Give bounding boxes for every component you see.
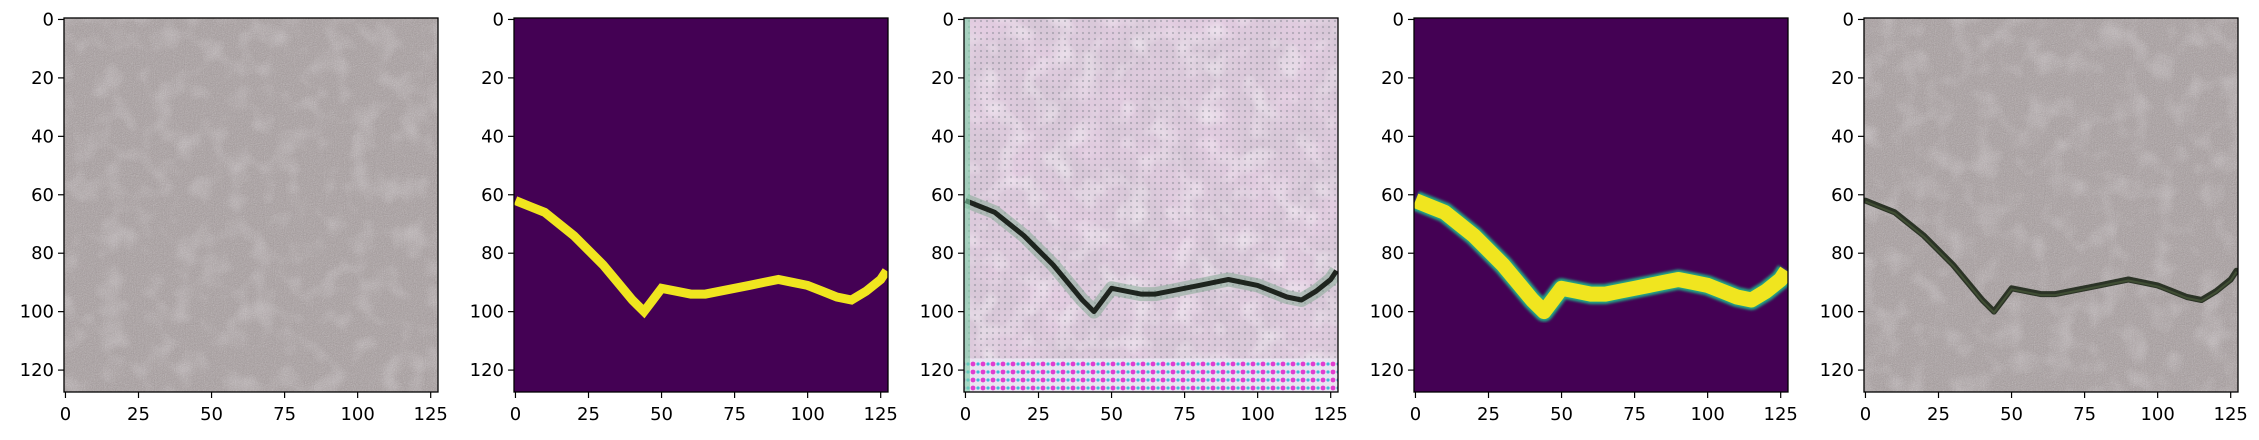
ground-truth-mask-pixels — [514, 18, 888, 392]
crack-mask — [514, 196, 888, 319]
reconstructed-crack-image: 0 25 50 75 100 125 0 20 40 60 80 100 120 — [1820, 9, 2248, 425]
y-tick-label: 0 — [43, 9, 54, 30]
artifact-strip — [964, 358, 1338, 392]
y-tick-label: 100 — [1370, 302, 1404, 323]
y-tick-label: 80 — [931, 243, 954, 264]
crack-mask — [1414, 193, 1788, 320]
x-tick-label: 25 — [1027, 404, 1050, 425]
axes-frame — [963, 17, 1339, 393]
x-tick-label: 25 — [1927, 404, 1950, 425]
predicted-mask-pixels — [1414, 18, 1788, 392]
y-tick-label: 80 — [1831, 243, 1854, 264]
x-tick-label: 0 — [510, 404, 521, 425]
crack-line — [964, 198, 1338, 315]
y-tick-label: 100 — [1820, 302, 1854, 323]
x-tick-label: 50 — [1100, 404, 1123, 425]
predicted-mask: 0 25 50 75 100 125 0 20 40 60 80 100 120 — [1370, 9, 1798, 425]
x-tick-label: 0 — [1860, 404, 1871, 425]
input-concrete-image: 0 25 50 75 100 125 0 20 40 60 80 100 120 — [20, 9, 448, 425]
ground-truth-mask: 0 25 50 75 100 125 0 20 40 60 80 100 120 — [470, 9, 898, 425]
x-tick-label: 125 — [1314, 404, 1348, 425]
y-tick-label: 0 — [943, 9, 954, 30]
y-tick-label: 60 — [1381, 185, 1404, 206]
x-tick-label: 0 — [60, 404, 71, 425]
y-tick-label: 60 — [931, 185, 954, 206]
y-tick-label: 60 — [1831, 185, 1854, 206]
x-tick-label: 25 — [127, 404, 150, 425]
y-tick-label: 40 — [931, 126, 954, 147]
x-tick-label: 25 — [1477, 404, 1500, 425]
y-tick-label: 40 — [481, 126, 504, 147]
x-tick-label: 125 — [1764, 404, 1798, 425]
x-tick-label: 125 — [864, 404, 898, 425]
y-tick-label: 20 — [931, 68, 954, 89]
y-tick-label: 40 — [1381, 126, 1404, 147]
x-tick-label: 75 — [723, 404, 746, 425]
x-tick-label: 100 — [1690, 404, 1724, 425]
y-tick-label: 60 — [31, 185, 54, 206]
y-tick-label: 120 — [1820, 360, 1854, 381]
x-tick-label: 125 — [414, 404, 448, 425]
y-tick-label: 0 — [1843, 9, 1854, 30]
y-tick-label: 120 — [920, 360, 954, 381]
x-tick-label: 100 — [2140, 404, 2174, 425]
x-tick-label: 0 — [960, 404, 971, 425]
generated-crack-image: 0 25 50 75 100 125 0 20 40 60 80 100 120 — [920, 9, 1348, 425]
y-tick-label: 60 — [481, 185, 504, 206]
y-tick-label: 20 — [31, 68, 54, 89]
x-tick-label: 75 — [273, 404, 296, 425]
x-tick-label: 125 — [2214, 404, 2248, 425]
generated-crack-image-pixels — [964, 18, 1338, 392]
y-tick-label: 80 — [1381, 243, 1404, 264]
y-tick-label: 0 — [493, 9, 504, 30]
y-tick-label: 40 — [31, 126, 54, 147]
x-tick-label: 25 — [577, 404, 600, 425]
y-tick-label: 20 — [481, 68, 504, 89]
input-concrete-image-pixels — [64, 18, 438, 392]
axes-frame — [1413, 17, 1789, 393]
x-tick-label: 50 — [200, 404, 223, 425]
axes-frame — [1863, 17, 2239, 393]
x-tick-label: 75 — [1623, 404, 1646, 425]
x-tick-label: 100 — [1240, 404, 1274, 425]
y-tick-label: 40 — [1831, 126, 1854, 147]
x-tick-label: 100 — [790, 404, 824, 425]
axes-frame — [513, 17, 889, 393]
x-tick-label: 75 — [2073, 404, 2096, 425]
y-tick-label: 100 — [920, 302, 954, 323]
y-tick-label: 80 — [31, 243, 54, 264]
axes-frame — [63, 17, 439, 393]
x-tick-label: 100 — [340, 404, 374, 425]
y-tick-label: 20 — [1381, 68, 1404, 89]
y-tick-label: 80 — [481, 243, 504, 264]
y-tick-label: 0 — [1393, 9, 1404, 30]
y-tick-label: 20 — [1831, 68, 1854, 89]
x-tick-label: 50 — [1550, 404, 1573, 425]
y-tick-label: 100 — [20, 302, 54, 323]
x-tick-label: 50 — [650, 404, 673, 425]
x-tick-label: 75 — [1173, 404, 1196, 425]
x-tick-label: 0 — [1410, 404, 1421, 425]
reconstructed-crack-image-pixels — [1864, 18, 2238, 392]
y-tick-label: 120 — [20, 360, 54, 381]
x-tick-label: 50 — [2000, 404, 2023, 425]
y-tick-label: 120 — [470, 360, 504, 381]
y-tick-label: 120 — [1370, 360, 1404, 381]
y-tick-label: 100 — [470, 302, 504, 323]
